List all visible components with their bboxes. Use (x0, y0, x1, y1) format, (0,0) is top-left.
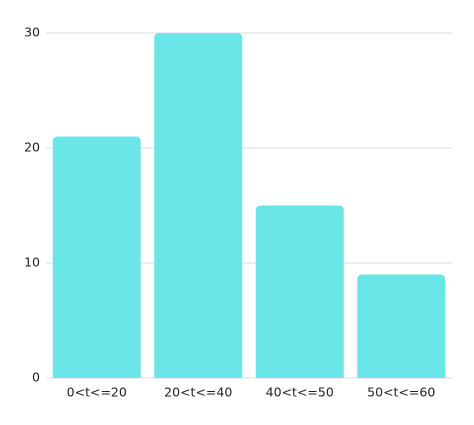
y-tick-label: 10 (24, 255, 40, 270)
bar (154, 33, 243, 378)
x-tick-label: 40<t<=50 (266, 385, 334, 400)
y-tick-label: 20 (24, 140, 40, 155)
x-tick-label: 50<t<=60 (367, 385, 435, 400)
x-tick-label: 0<t<=20 (67, 385, 127, 400)
y-tick-label: 30 (24, 25, 40, 40)
bar (357, 274, 446, 378)
bar (255, 205, 344, 378)
bar (52, 136, 141, 378)
y-tick-label: 0 (32, 370, 40, 385)
x-tick-label: 20<t<=40 (164, 385, 232, 400)
